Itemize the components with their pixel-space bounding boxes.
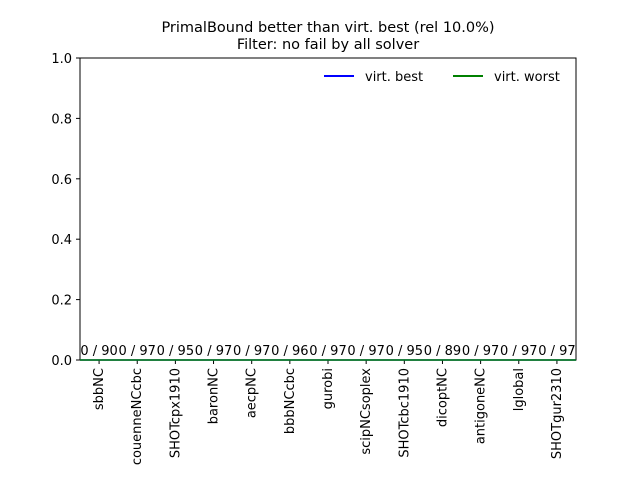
x-tick-label: baronNC bbox=[207, 368, 222, 424]
x-tick-label: scipNCsoplex bbox=[359, 368, 374, 455]
y-tick-label: 0.6 bbox=[51, 173, 72, 188]
bar-value-label: 0 / 97 bbox=[538, 344, 575, 359]
y-tick-label: 1.0 bbox=[51, 52, 72, 67]
y-tick-label: 0.0 bbox=[51, 354, 72, 369]
chart-subtitle: Filter: no fail by all solver bbox=[237, 37, 419, 53]
bar-value-label: 0 / 95 bbox=[157, 344, 194, 359]
bar-value-label: 0 / 97 bbox=[500, 344, 537, 359]
x-tick-label: sbbNC bbox=[92, 368, 107, 410]
bar-labels: 0 / 90 0 / 97 0 / 95 0 / 97 0 / 97 0 / 96 0 / … bbox=[80, 344, 575, 359]
plot-area bbox=[79, 57, 577, 361]
x-tick-label: SHOTcbc1910 bbox=[397, 368, 412, 458]
bar-value-label: 0 / 97 bbox=[195, 344, 232, 359]
chart-title: PrimalBound better than virt. best (rel … bbox=[161, 20, 494, 36]
bar-value-label: 0 / 97 bbox=[309, 344, 346, 359]
bar-value-label: 0 / 90 bbox=[80, 344, 117, 359]
x-tick-label: lglobal bbox=[512, 368, 527, 411]
y-tick-label: 0.4 bbox=[51, 233, 72, 248]
plot-frame bbox=[79, 57, 577, 361]
x-tick-label: bbbNCcbc bbox=[283, 368, 298, 434]
y-axis: 0.0 0.2 0.4 0.6 0.8 1.0 bbox=[51, 52, 80, 369]
legend-label-virt-best: virt. best bbox=[365, 70, 423, 85]
bar-value-label: 0 / 97 bbox=[233, 344, 270, 359]
bar-value-label: 0 / 89 bbox=[424, 344, 461, 359]
x-tick-label: SHOTcpx1910 bbox=[168, 368, 183, 458]
x-tick-label: antigoneNC bbox=[474, 368, 489, 444]
bar-value-label: 0 / 97 bbox=[118, 344, 155, 359]
y-tick-label: 0.8 bbox=[51, 112, 72, 127]
y-tick-label: 0.2 bbox=[51, 294, 72, 309]
legend-label-virt-worst: virt. worst bbox=[494, 70, 560, 85]
x-tick-label: couenneNCcbc bbox=[130, 368, 145, 465]
x-tick-label: gurobi bbox=[321, 368, 336, 409]
x-axis: sbbNC couenneNCcbc SHOTcpx1910 baronNC aecpN… bbox=[92, 360, 565, 465]
bar-value-label: 0 / 96 bbox=[271, 344, 308, 359]
x-tick-label: SHOTgur2310 bbox=[550, 368, 565, 459]
legend: virt. best virt. worst bbox=[324, 70, 560, 85]
x-tick-label: dicoptNC bbox=[435, 368, 450, 427]
bar-value-label: 0 / 97 bbox=[462, 344, 499, 359]
bar-value-label: 0 / 97 bbox=[347, 344, 384, 359]
x-tick-label: aecpNC bbox=[245, 368, 260, 418]
bar-value-label: 0 / 95 bbox=[386, 344, 423, 359]
